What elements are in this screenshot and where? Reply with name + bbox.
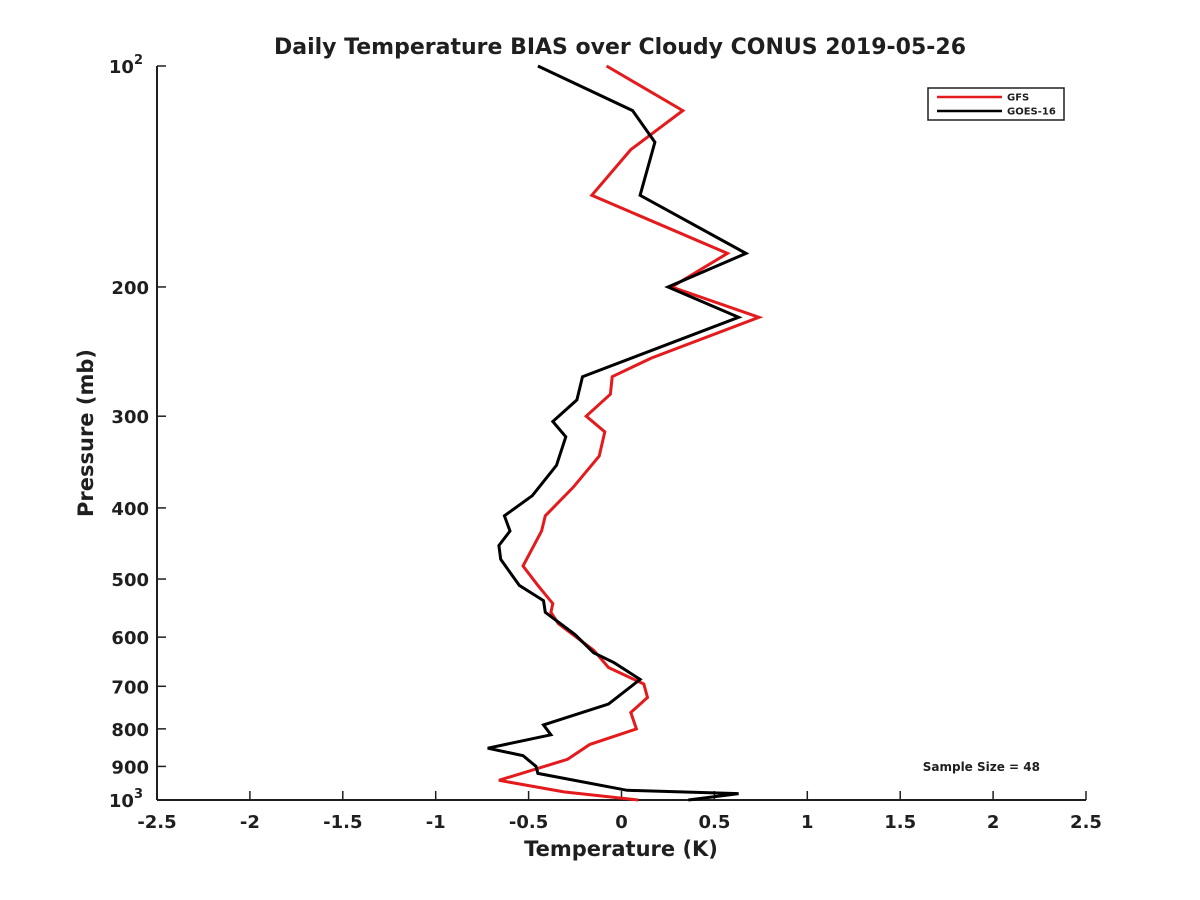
y-tick-base: 300 [111,407,149,428]
y-tick-label: 600 [111,628,149,649]
y-tick-base: 700 [111,677,149,698]
legend: GFS GOES-16 [927,87,1065,121]
legend-label: GFS [1007,93,1029,104]
y-tick-base: 500 [111,570,149,591]
y-axis-label: Pressure (mb) [74,349,98,517]
legend-box [927,87,1065,121]
x-tick-label: 2.5 [1070,812,1102,833]
x-tick-label: -1 [426,812,446,833]
y-tick-base: 10 [109,57,134,78]
x-tick-label: 0 [615,812,628,833]
x-ticks: -2.5 -2 -1.5 -1 -0.5 0 0.5 1 1.5 2 2.5 [137,791,1102,833]
x-tick-label: 2 [987,812,1000,833]
y-tick-base: 600 [111,628,149,649]
y-tick-label: 102 [109,53,143,78]
y-tick-label: 700 [111,677,149,698]
x-tick-label: 0.5 [698,812,730,833]
y-tick-label: 400 [111,499,149,520]
x-tick-label: -1.5 [323,812,362,833]
y-tick-base: 400 [111,499,149,520]
x-tick-label: 1.5 [884,812,916,833]
y-tick-exponent: 3 [134,787,143,802]
series-lines [487,64,764,802]
y-tick-base: 10 [109,791,134,812]
series-line-goes-16 [487,64,750,802]
series-line-gfs [498,64,764,802]
legend-label: GOES-16 [1007,107,1056,118]
y-tick-label: 103 [109,787,143,812]
x-tick-label: -2 [240,812,260,833]
y-tick-label: 800 [111,720,149,741]
y-tick-exponent: 2 [134,53,143,68]
chart-title: Daily Temperature BIAS over Cloudy CONUS… [274,35,966,60]
x-tick-label: 1 [801,812,814,833]
sample-size-annotation: Sample Size = 48 [923,760,1040,774]
y-tick-label: 200 [111,278,149,299]
y-tick-label: 300 [111,407,149,428]
plot-area: -2.5 -2 -1.5 -1 -0.5 0 0.5 1 1.5 2 2.5 10220030040… [109,53,1102,833]
y-tick-label: 500 [111,570,149,591]
x-tick-label: -0.5 [509,812,548,833]
y-tick-label: 900 [111,757,149,778]
y-tick-base: 200 [111,278,149,299]
x-tick-label: -2.5 [137,812,176,833]
y-tick-base: 900 [111,757,149,778]
y-tick-base: 800 [111,720,149,741]
x-axis-label: Temperature (K) [524,837,718,861]
